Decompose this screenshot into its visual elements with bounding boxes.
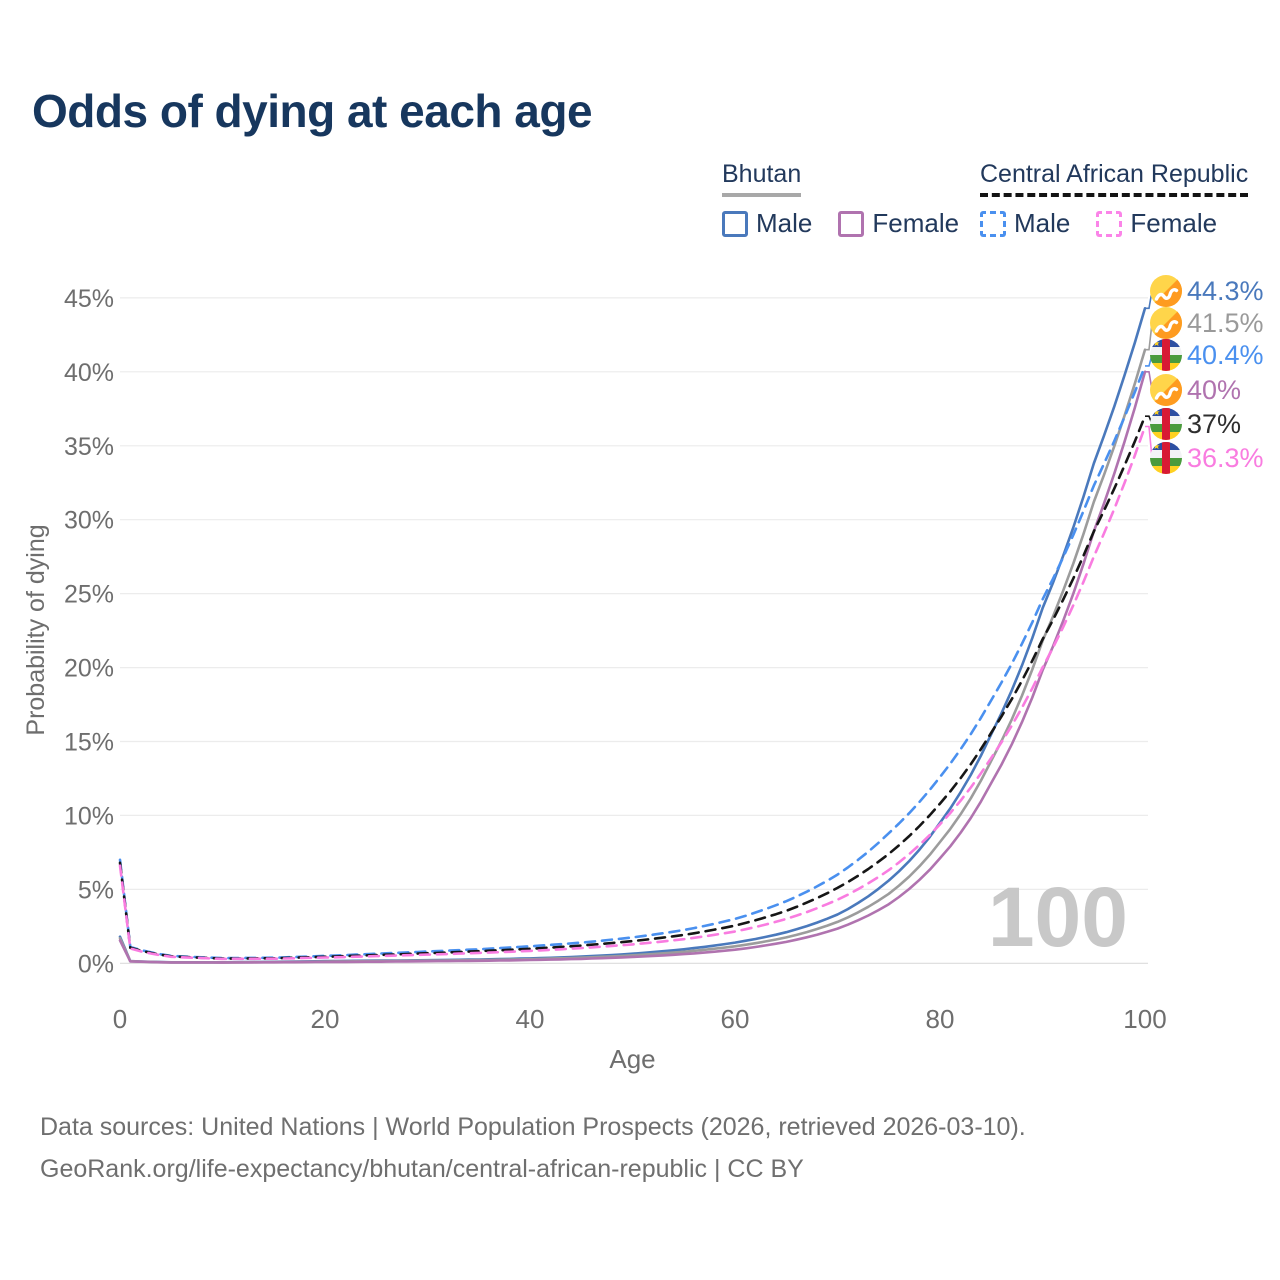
y-tick-15: 15% [64,729,114,757]
legend-group-central-african-republic: Central African Republic Male Female [980,160,1249,239]
watermark-age-100: 100 [988,870,1128,964]
central-african-republic-flag-icon [1150,339,1182,371]
x-tick-60: 60 [721,1004,750,1034]
end-label-value: 41.5% [1187,307,1264,338]
end-label-value: 37% [1187,408,1242,439]
line-bhutan-female[interactable] [118,370,1147,964]
page-title: Odds of dying at each age [32,85,593,137]
legend-swatch [980,210,1006,237]
line-bhutan-male[interactable] [118,307,1147,964]
x-tick-80: 80 [926,1004,955,1034]
legend-items: Male Female [980,208,1248,239]
y-axis-label: Probability of dying [22,524,50,735]
y-tick-35: 35% [64,433,114,461]
series-lines [118,307,1147,964]
y-tick-25: 25% [64,581,114,609]
legend-swatch [1096,210,1123,237]
gridlines: 0% 5% 10% 15% 20% 25% 30% 35% 40% 45% [64,285,1148,978]
x-tick-20: 20 [311,1004,340,1034]
legend-items: Male Female [722,208,959,239]
legend-item-label: Male [1014,208,1071,238]
legend-swatch [838,210,865,237]
legend-item-label: Female [1130,208,1218,238]
legend-swatch [722,210,748,237]
bhutan-flag-icon [1150,307,1182,339]
footer-datasource: Data sources: United Nations | World Pop… [40,1113,1026,1141]
end-label-car-male: 40.4% [1150,339,1264,371]
end-label-value: 40% [1187,374,1242,405]
end-label-car-female: 36.3% [1150,442,1264,474]
footer: Data sources: United Nations | World Pop… [40,1106,1026,1190]
x-axis-label: Age [609,1044,655,1074]
x-tick-0: 0 [113,1004,127,1034]
label-connector-bhutan-all [1145,322,1153,351]
footer-url: GeoRank.org/life-expectancy/bhutan/centr… [40,1155,804,1183]
end-label-bhutan-all: 41.5% [1150,307,1264,339]
end-label-bhutan-male: 44.3% [1150,275,1264,307]
end-label-car-all: 37% [1150,408,1241,440]
central-african-republic-flag-icon [1150,442,1182,474]
end-label-value: 44.3% [1187,275,1264,306]
line-car-female[interactable] [118,425,1147,961]
y-tick-10: 10% [64,802,114,830]
legend-item-bhutan-male[interactable]: Male [722,208,812,239]
y-tick-5: 5% [78,876,114,904]
line-car-male[interactable] [118,364,1147,960]
y-tick-45: 45% [64,285,114,313]
legend-item-label: Female [872,208,960,238]
bhutan-flag-icon [1150,374,1182,406]
central-african-republic-flag-icon [1150,408,1182,440]
end-label-value: 40.4% [1187,339,1264,370]
legend-item-car-male[interactable]: Male [980,208,1070,239]
label-connector-bhutan-male [1145,290,1153,310]
legend-country-label: Bhutan [722,160,802,197]
legend-item-label: Male [756,208,813,238]
label-connector-car-female [1145,425,1153,459]
end-label-value: 36.3% [1187,442,1264,473]
x-tick-100: 100 [1123,1004,1166,1034]
y-tick-0: 0% [78,950,114,978]
legend-group-bhutan: Bhutan Male Female [722,160,959,239]
y-tick-30: 30% [64,507,114,535]
legend-country-label: Central African Republic [980,160,1249,197]
end-label-bhutan-female: 40% [1150,374,1241,406]
y-tick-20: 20% [64,655,114,683]
label-connector-bhutan-female [1145,371,1153,391]
bhutan-flag-icon [1150,275,1182,307]
legend-item-car-female[interactable]: Female [1096,208,1217,239]
legend-item-bhutan-female[interactable]: Female [838,208,959,239]
y-tick-40: 40% [64,359,114,387]
x-tick-40: 40 [516,1004,545,1034]
